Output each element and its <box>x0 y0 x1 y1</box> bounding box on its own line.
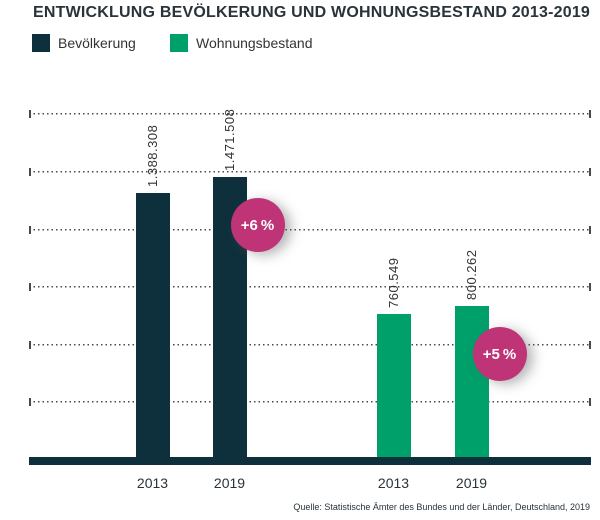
legend-label-bevoelkerung: Bevölkerung <box>58 35 136 51</box>
legend-item-wohnungsbestand: Wohnungsbestand <box>170 34 313 52</box>
gridline <box>29 398 591 407</box>
legend-label-wohnungsbestand: Wohnungsbestand <box>196 35 313 51</box>
gridline <box>29 225 591 234</box>
legend-swatch-bevoelkerung <box>32 34 50 52</box>
x-axis-label-bevlkerung-2013: 2013 <box>136 475 169 491</box>
x-axis-label-bevlkerung-2019: 2019 <box>213 475 246 491</box>
gridline-tick-right <box>589 168 591 176</box>
bar-value-label: 760.549 <box>385 257 401 308</box>
gridline-tick-left <box>29 340 31 349</box>
gridline <box>29 283 591 292</box>
legend-swatch-wohnungsbestand <box>170 34 188 52</box>
gridline-tick-left <box>29 398 31 407</box>
bar-value-label: 1.471.508 <box>221 109 237 172</box>
gridline <box>29 110 591 119</box>
source-credit: Quelle: Statistische Ämter des Bundes un… <box>293 502 590 512</box>
gridline-tick-right <box>589 225 591 234</box>
x-axis-label-wohnungsbestand-2013: 2013 <box>377 475 410 491</box>
gridline <box>29 340 591 349</box>
percentage-badge-2019: +6 % <box>230 198 285 253</box>
legend-item-bevoelkerung: Bevölkerung <box>32 34 136 52</box>
gridline <box>29 168 591 176</box>
gridline-tick-left <box>29 225 31 234</box>
bar-value-label: 800.262 <box>463 249 479 301</box>
gridline-tick-left <box>29 168 31 176</box>
bar-wohnungsbestand-2013 <box>376 313 411 460</box>
gridline-tick-right <box>589 283 591 292</box>
x-axis-baseline <box>29 457 591 465</box>
percentage-badge-2019: +5 % <box>472 327 527 382</box>
gridline-tick-right <box>589 110 591 119</box>
gridline-tick-right <box>589 398 591 407</box>
x-axis-label-wohnungsbestand-2019: 2019 <box>455 475 488 491</box>
plot-area: 1.388.308 1.471.508 +6 % 760.549 800.262 +5 % <box>29 100 591 465</box>
gridline-tick-left <box>29 283 31 292</box>
bar-wohnungsbestand-2019 <box>454 306 489 460</box>
gridline-tick-left <box>29 110 31 119</box>
bar-value-label: 1.388.308 <box>144 125 160 188</box>
x-axis-labels: 2013 2019 2013 2019 <box>29 475 591 495</box>
chart-title: ENTWICKLUNG BEVÖLKERUNG UND WOHNUNGSBEST… <box>33 4 591 21</box>
legend: Bevölkerung Wohnungsbestand <box>0 34 600 54</box>
gridline-tick-right <box>589 340 591 349</box>
bar-bevlkerung-2013 <box>135 193 170 460</box>
